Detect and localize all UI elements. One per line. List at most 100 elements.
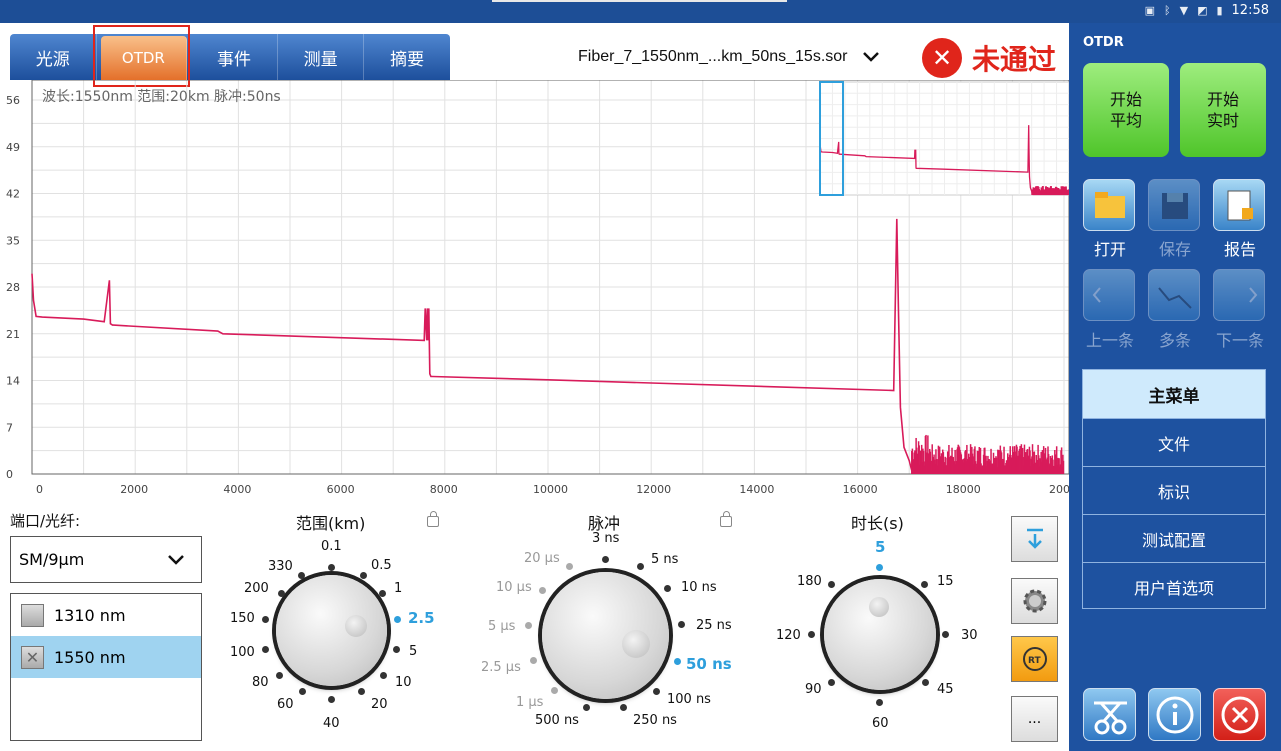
- time-option-45[interactable]: 45: [937, 682, 954, 697]
- pulse-option-250ns[interactable]: 250 ns: [633, 713, 677, 728]
- download-button[interactable]: [1011, 516, 1058, 562]
- port-select[interactable]: SM/9μm: [10, 536, 202, 583]
- menu-item-user-prefs[interactable]: 用户首选项: [1083, 562, 1265, 610]
- pulse-title: 脉冲: [588, 514, 621, 533]
- pulse-dot: [525, 622, 532, 629]
- menu-item-file[interactable]: 文件: [1083, 418, 1265, 466]
- time-option-30[interactable]: 30: [961, 628, 978, 643]
- checkbox-icon[interactable]: [21, 603, 44, 627]
- range-option-5[interactable]: 5: [409, 644, 418, 659]
- x-tick-label: 18000: [946, 483, 981, 496]
- next-label: 下一条: [1215, 331, 1264, 350]
- save-label: 保存: [1158, 240, 1191, 259]
- tab-measure[interactable]: 测量: [278, 34, 365, 80]
- lock-icon[interactable]: [720, 511, 732, 527]
- time-dot: [942, 631, 949, 638]
- range-option-0.5[interactable]: 0.5: [371, 558, 392, 573]
- range-title: 范围(km): [296, 514, 366, 533]
- range-option-60[interactable]: 60: [277, 697, 294, 712]
- pulse-option-25ns[interactable]: 25 ns: [696, 618, 732, 633]
- range-option-40[interactable]: 40: [323, 716, 340, 731]
- range-knob[interactable]: [276, 575, 387, 686]
- prev-trace-button[interactable]: [1083, 269, 1135, 321]
- multi-trace-button[interactable]: [1148, 269, 1200, 321]
- file-selector[interactable]: Fiber_7_1550nm_...km_50ns_15s.sor: [578, 48, 880, 66]
- wavelength-1550[interactable]: ✕ 1550 nm: [11, 636, 201, 678]
- start-average-button[interactable]: 开始 平均: [1083, 63, 1169, 157]
- knob-pointer: [622, 630, 650, 658]
- range-option-200[interactable]: 200: [244, 581, 269, 596]
- range-option-80[interactable]: 80: [252, 675, 269, 690]
- pulse-dot: [678, 621, 685, 628]
- otdr-trace-chart[interactable]: 0 7 14 21 28 35 42 49 56 0 2000 4000 6000 8000 10000 1…: [0, 80, 1069, 500]
- file-name: Fiber_7_1550nm_...km_50ns_15s.sor: [578, 48, 848, 65]
- range-option-150[interactable]: 150: [230, 611, 255, 626]
- save-button[interactable]: [1148, 179, 1200, 231]
- info-button[interactable]: [1148, 688, 1201, 741]
- time-option-90[interactable]: 90: [805, 682, 822, 697]
- lock-icon[interactable]: [427, 511, 439, 527]
- time-option-15[interactable]: 15: [937, 574, 954, 589]
- checkbox-checked-icon[interactable]: ✕: [21, 645, 44, 669]
- more-button[interactable]: ...: [1011, 696, 1058, 742]
- main-menu: 主菜单 文件 标识 测试配置 用户首选项: [1082, 369, 1266, 609]
- range-option-2.5[interactable]: 2.5: [408, 609, 435, 627]
- auto-settings-button[interactable]: [1011, 578, 1058, 624]
- menu-item-test-config[interactable]: 测试配置: [1083, 514, 1265, 562]
- next-trace-button[interactable]: [1213, 269, 1265, 321]
- y-tick-label: 28: [6, 281, 20, 294]
- pulse-option-10us[interactable]: 10 μs: [496, 580, 532, 595]
- time-option-120[interactable]: 120: [776, 628, 801, 643]
- pulse-option-500ns[interactable]: 500 ns: [535, 713, 579, 728]
- tab-light-source[interactable]: 光源: [10, 34, 97, 80]
- y-tick-label: 0: [6, 468, 13, 481]
- time-knob[interactable]: [824, 579, 936, 690]
- pulse-option-5ns[interactable]: 5 ns: [651, 552, 679, 567]
- range-option-1[interactable]: 1: [394, 581, 403, 596]
- pulse-option-1us[interactable]: 1 μs: [516, 695, 544, 710]
- start-realtime-button[interactable]: 开始 实时: [1180, 63, 1266, 157]
- tab-events[interactable]: 事件: [191, 34, 278, 80]
- time-option-60[interactable]: 60: [872, 716, 889, 731]
- report-button[interactable]: [1213, 179, 1265, 231]
- scissors-icon: [1094, 701, 1127, 735]
- menu-item-identifier[interactable]: 标识: [1083, 466, 1265, 514]
- pulse-option-50ns[interactable]: 50 ns: [686, 655, 732, 673]
- overview-thumbnail[interactable]: [819, 81, 1069, 196]
- y-tick-label: 42: [6, 188, 20, 201]
- pulse-option-100ns[interactable]: 100 ns: [667, 692, 711, 707]
- time-option-180[interactable]: 180: [797, 574, 822, 589]
- wavelength-1310[interactable]: 1310 nm: [11, 594, 201, 636]
- exit-button[interactable]: [1213, 688, 1266, 741]
- tab-otdr[interactable]: OTDR: [100, 36, 188, 80]
- pulse-option-20us[interactable]: 20 μs: [524, 551, 560, 566]
- status-bar: ▣ ᛒ ▼ ◩ ▮ 12:58: [0, 0, 1281, 23]
- realtime-button[interactable]: RT: [1011, 636, 1058, 682]
- time-dot: [828, 679, 835, 686]
- range-option-330[interactable]: 330: [268, 559, 293, 574]
- time-option-5[interactable]: 5: [875, 538, 886, 556]
- close-icon: [1221, 696, 1259, 734]
- overview-viewport[interactable]: [819, 81, 844, 196]
- pulse-option-2.5us[interactable]: 2.5 μs: [481, 660, 521, 675]
- pulse-option-10ns[interactable]: 10 ns: [681, 580, 717, 595]
- pulse-dot: [620, 704, 627, 711]
- tab-summary[interactable]: 摘要: [390, 49, 425, 70]
- tools-button[interactable]: [1083, 688, 1136, 741]
- system-icons: ▣ ᛒ ▼ ◩ ▮ 12:58: [1145, 3, 1269, 18]
- range-option-10[interactable]: 10: [395, 675, 412, 690]
- pulse-knob[interactable]: [542, 572, 669, 699]
- range-dot: [328, 564, 335, 571]
- y-tick-label: 21: [6, 328, 20, 341]
- range-option-100[interactable]: 100: [230, 645, 255, 660]
- open-button[interactable]: [1083, 179, 1135, 231]
- port-value: SM/9μm: [19, 550, 85, 569]
- main-tabs: 光源 OTDR 事件 测量 摘要: [10, 34, 450, 80]
- pulse-option-3ns[interactable]: 3 ns: [592, 531, 620, 546]
- pulse-dot: [551, 687, 558, 694]
- range-option-0.1[interactable]: 0.1: [321, 539, 342, 554]
- range-option-20[interactable]: 20: [371, 697, 388, 712]
- time-dot-selected: [876, 564, 883, 571]
- overview-grid: [820, 82, 1069, 195]
- pulse-option-5us[interactable]: 5 μs: [488, 619, 516, 634]
